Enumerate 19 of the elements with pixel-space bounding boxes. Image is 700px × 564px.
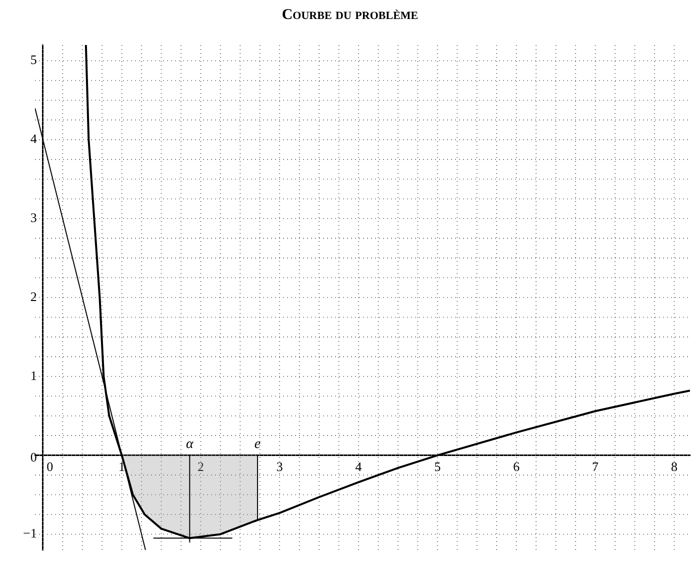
y-tick-label: 1	[30, 368, 37, 383]
annotation: e	[254, 437, 261, 452]
x-tick-label: 6	[513, 459, 520, 474]
y-tick-label: −1	[23, 526, 37, 541]
annotation: α	[186, 437, 194, 452]
y-tick-label: 0	[30, 450, 37, 465]
y-tick-label: 3	[30, 210, 37, 226]
x-tick-label: 1	[118, 459, 126, 474]
y-tick-label: 2	[30, 288, 37, 304]
x-tick-label: 3	[276, 459, 283, 474]
x-tick-label: 0	[46, 459, 54, 474]
x-tick-label: 7	[592, 459, 600, 474]
x-tick-label: 2	[197, 459, 204, 474]
chart-title: Courbe du problème	[280, 6, 420, 25]
x-tick-label: 8	[670, 459, 678, 474]
y-tick-label: 4	[30, 131, 38, 146]
x-tick-label: 4	[355, 459, 362, 474]
x-tick-label: 5	[434, 459, 441, 474]
y-tick-label: 5	[30, 52, 37, 68]
